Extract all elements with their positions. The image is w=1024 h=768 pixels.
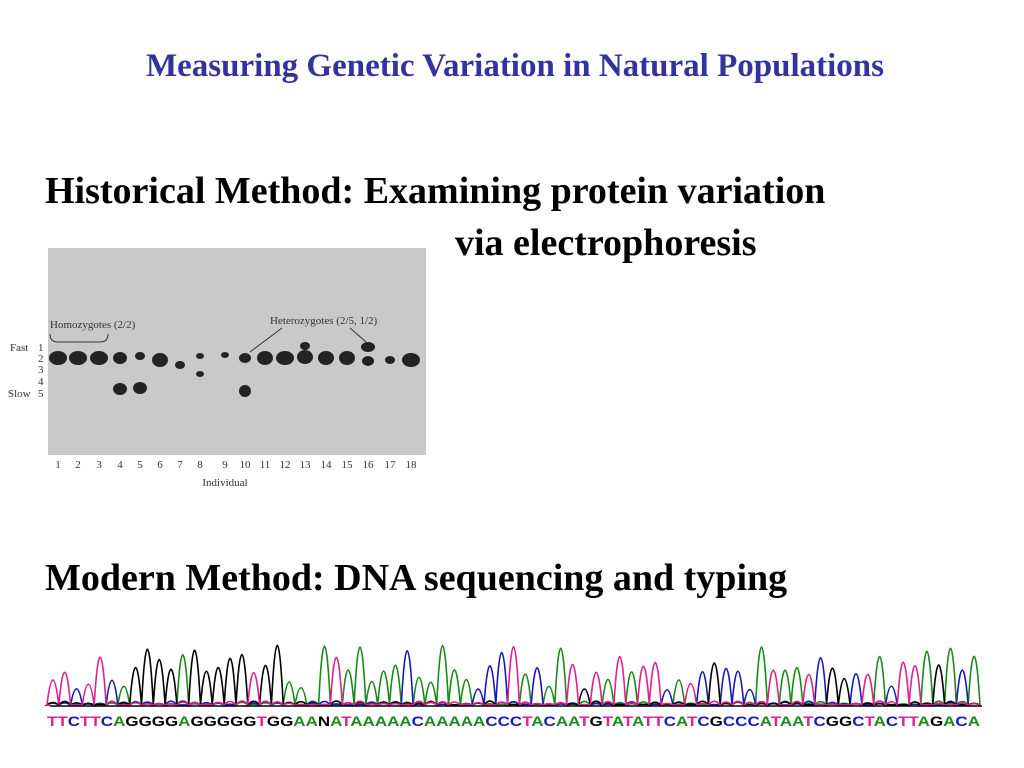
lane-label: 17 (385, 459, 397, 471)
lane-label: 5 (137, 459, 143, 471)
gel-image: Homozygotes (2/2) Heterozygotes (2/5, 1/… (8, 248, 426, 489)
lane-label: 12 (280, 459, 291, 471)
gel-band (90, 351, 108, 365)
gel-band (257, 351, 273, 365)
lane-label: 7 (177, 459, 183, 471)
bracket (49, 333, 109, 343)
band-label: 3 (38, 364, 44, 376)
band-label: 4 (38, 376, 44, 388)
gel-band (196, 353, 204, 359)
pointer (249, 327, 367, 353)
gel-band (300, 342, 310, 350)
gel-band (239, 353, 251, 363)
trace (44, 650, 981, 708)
lane-label: 10 (240, 459, 252, 471)
gel-band (152, 353, 168, 367)
lane-label: 18 (406, 459, 418, 471)
lane-label: 11 (260, 459, 271, 471)
gel-band (69, 351, 87, 365)
lane-label: 15 (342, 459, 354, 471)
gel-label: Slow (8, 388, 31, 400)
trace (46, 646, 981, 708)
gel-band (221, 352, 229, 358)
gel-label: Homozygotes (2/2) (50, 319, 136, 331)
gel-band (297, 350, 313, 364)
lane-label: 1 (55, 459, 61, 471)
gel-band (49, 351, 67, 365)
gel-band (362, 356, 374, 366)
lane-label: 4 (117, 459, 123, 471)
heading: via electrophoresis (455, 222, 757, 264)
gel-band (385, 356, 395, 364)
gel-label: Fast (10, 342, 28, 354)
slide-title: Measuring Genetic Variation in Natural P… (146, 48, 884, 84)
chromatogram (44, 645, 982, 708)
gel-background (48, 248, 426, 455)
heading: Modern Method: DNA sequencing and typing (45, 557, 787, 599)
heading: Historical Method: Examining protein var… (45, 170, 825, 212)
lane-label: 8 (197, 459, 203, 471)
band-label: 1 (38, 342, 44, 354)
lane-label: 3 (96, 459, 102, 471)
gel-band (135, 352, 145, 360)
band-label: 5 (38, 388, 44, 400)
gel-band (276, 351, 294, 365)
band-label: 2 (38, 353, 44, 365)
lane-label: 14 (321, 459, 333, 471)
gel-label: Individual (202, 477, 247, 489)
lane-label: 13 (300, 459, 312, 471)
lane-label: 9 (222, 459, 228, 471)
gel-band (133, 382, 147, 394)
gel-band (318, 351, 334, 365)
lane-label: 6 (157, 459, 163, 471)
gel-band (113, 383, 127, 395)
gel-band (339, 351, 355, 365)
lane-label: 2 (75, 459, 81, 471)
gel-band (113, 352, 127, 364)
gel-band (239, 385, 251, 397)
gel-label: Heterozygotes (2/5, 1/2) (270, 315, 378, 327)
lane-label: 16 (363, 459, 375, 471)
gel-band (361, 342, 375, 352)
gel-band (175, 361, 185, 369)
gel-band (196, 371, 204, 377)
gel-band (402, 353, 420, 367)
